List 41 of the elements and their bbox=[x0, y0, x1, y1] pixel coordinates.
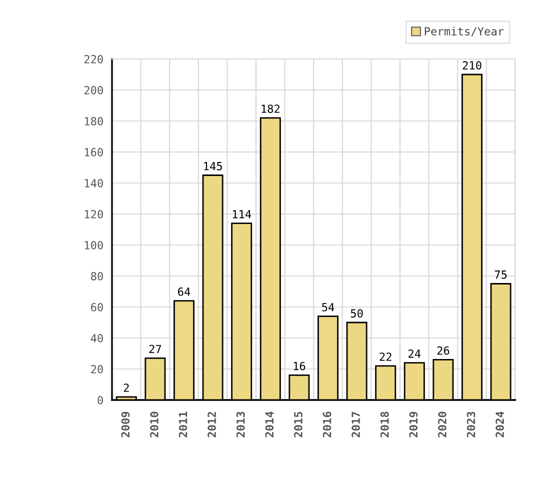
data-label: 26 bbox=[437, 346, 450, 355]
data-label: 210 bbox=[462, 61, 482, 70]
x-tick-label: 2015 bbox=[294, 412, 302, 438]
data-label: 22 bbox=[380, 352, 392, 361]
x-tick-label: 2018 bbox=[380, 412, 389, 438]
y-tick-label: 80 bbox=[91, 272, 103, 280]
x-tick-label: 2016 bbox=[322, 412, 332, 438]
y-tick-label: 220 bbox=[84, 55, 103, 64]
x-tick-label: 2023 bbox=[466, 412, 476, 438]
x-tick-label: 2020 bbox=[438, 412, 446, 438]
y-tick-label: 40 bbox=[90, 334, 103, 342]
y-tick-label: 200 bbox=[84, 86, 103, 94]
y-tick-label: 180 bbox=[84, 117, 103, 126]
x-tick-label: 2013 bbox=[236, 412, 245, 438]
data-label: 64 bbox=[178, 287, 190, 296]
data-label: 145 bbox=[204, 162, 222, 170]
data-label: 2 bbox=[124, 384, 129, 392]
data-label: 75 bbox=[494, 270, 507, 279]
data-label: 50 bbox=[350, 309, 363, 318]
x-tick-label: 2011 bbox=[178, 412, 188, 438]
data-label: 54 bbox=[322, 303, 334, 312]
data-label: 24 bbox=[408, 349, 421, 358]
y-tick-label: 120 bbox=[84, 210, 103, 218]
y-tick-label: 0 bbox=[98, 396, 103, 404]
data-label: 16 bbox=[294, 362, 306, 370]
data-label: 114 bbox=[232, 210, 252, 218]
y-tick-label: 100 bbox=[84, 241, 103, 250]
x-tick-label: 2019 bbox=[409, 412, 418, 438]
x-tick-label: 2009 bbox=[121, 412, 130, 438]
y-tick-label: 140 bbox=[84, 179, 103, 188]
legend-label: Permits/Year bbox=[424, 26, 504, 36]
data-label: 27 bbox=[149, 344, 162, 354]
x-tick-label: 2024 bbox=[496, 412, 504, 438]
data-label: 182 bbox=[262, 104, 280, 113]
x-tick-label: 2017 bbox=[352, 412, 360, 438]
x-tick-label: 2012 bbox=[208, 412, 216, 438]
y-tick-label: 20 bbox=[91, 365, 103, 374]
x-tick-label: 2014 bbox=[265, 412, 274, 438]
x-tick-label: 2010 bbox=[150, 412, 158, 438]
y-tick-label: 160 bbox=[84, 148, 103, 156]
y-tick-label: 60 bbox=[91, 303, 103, 312]
